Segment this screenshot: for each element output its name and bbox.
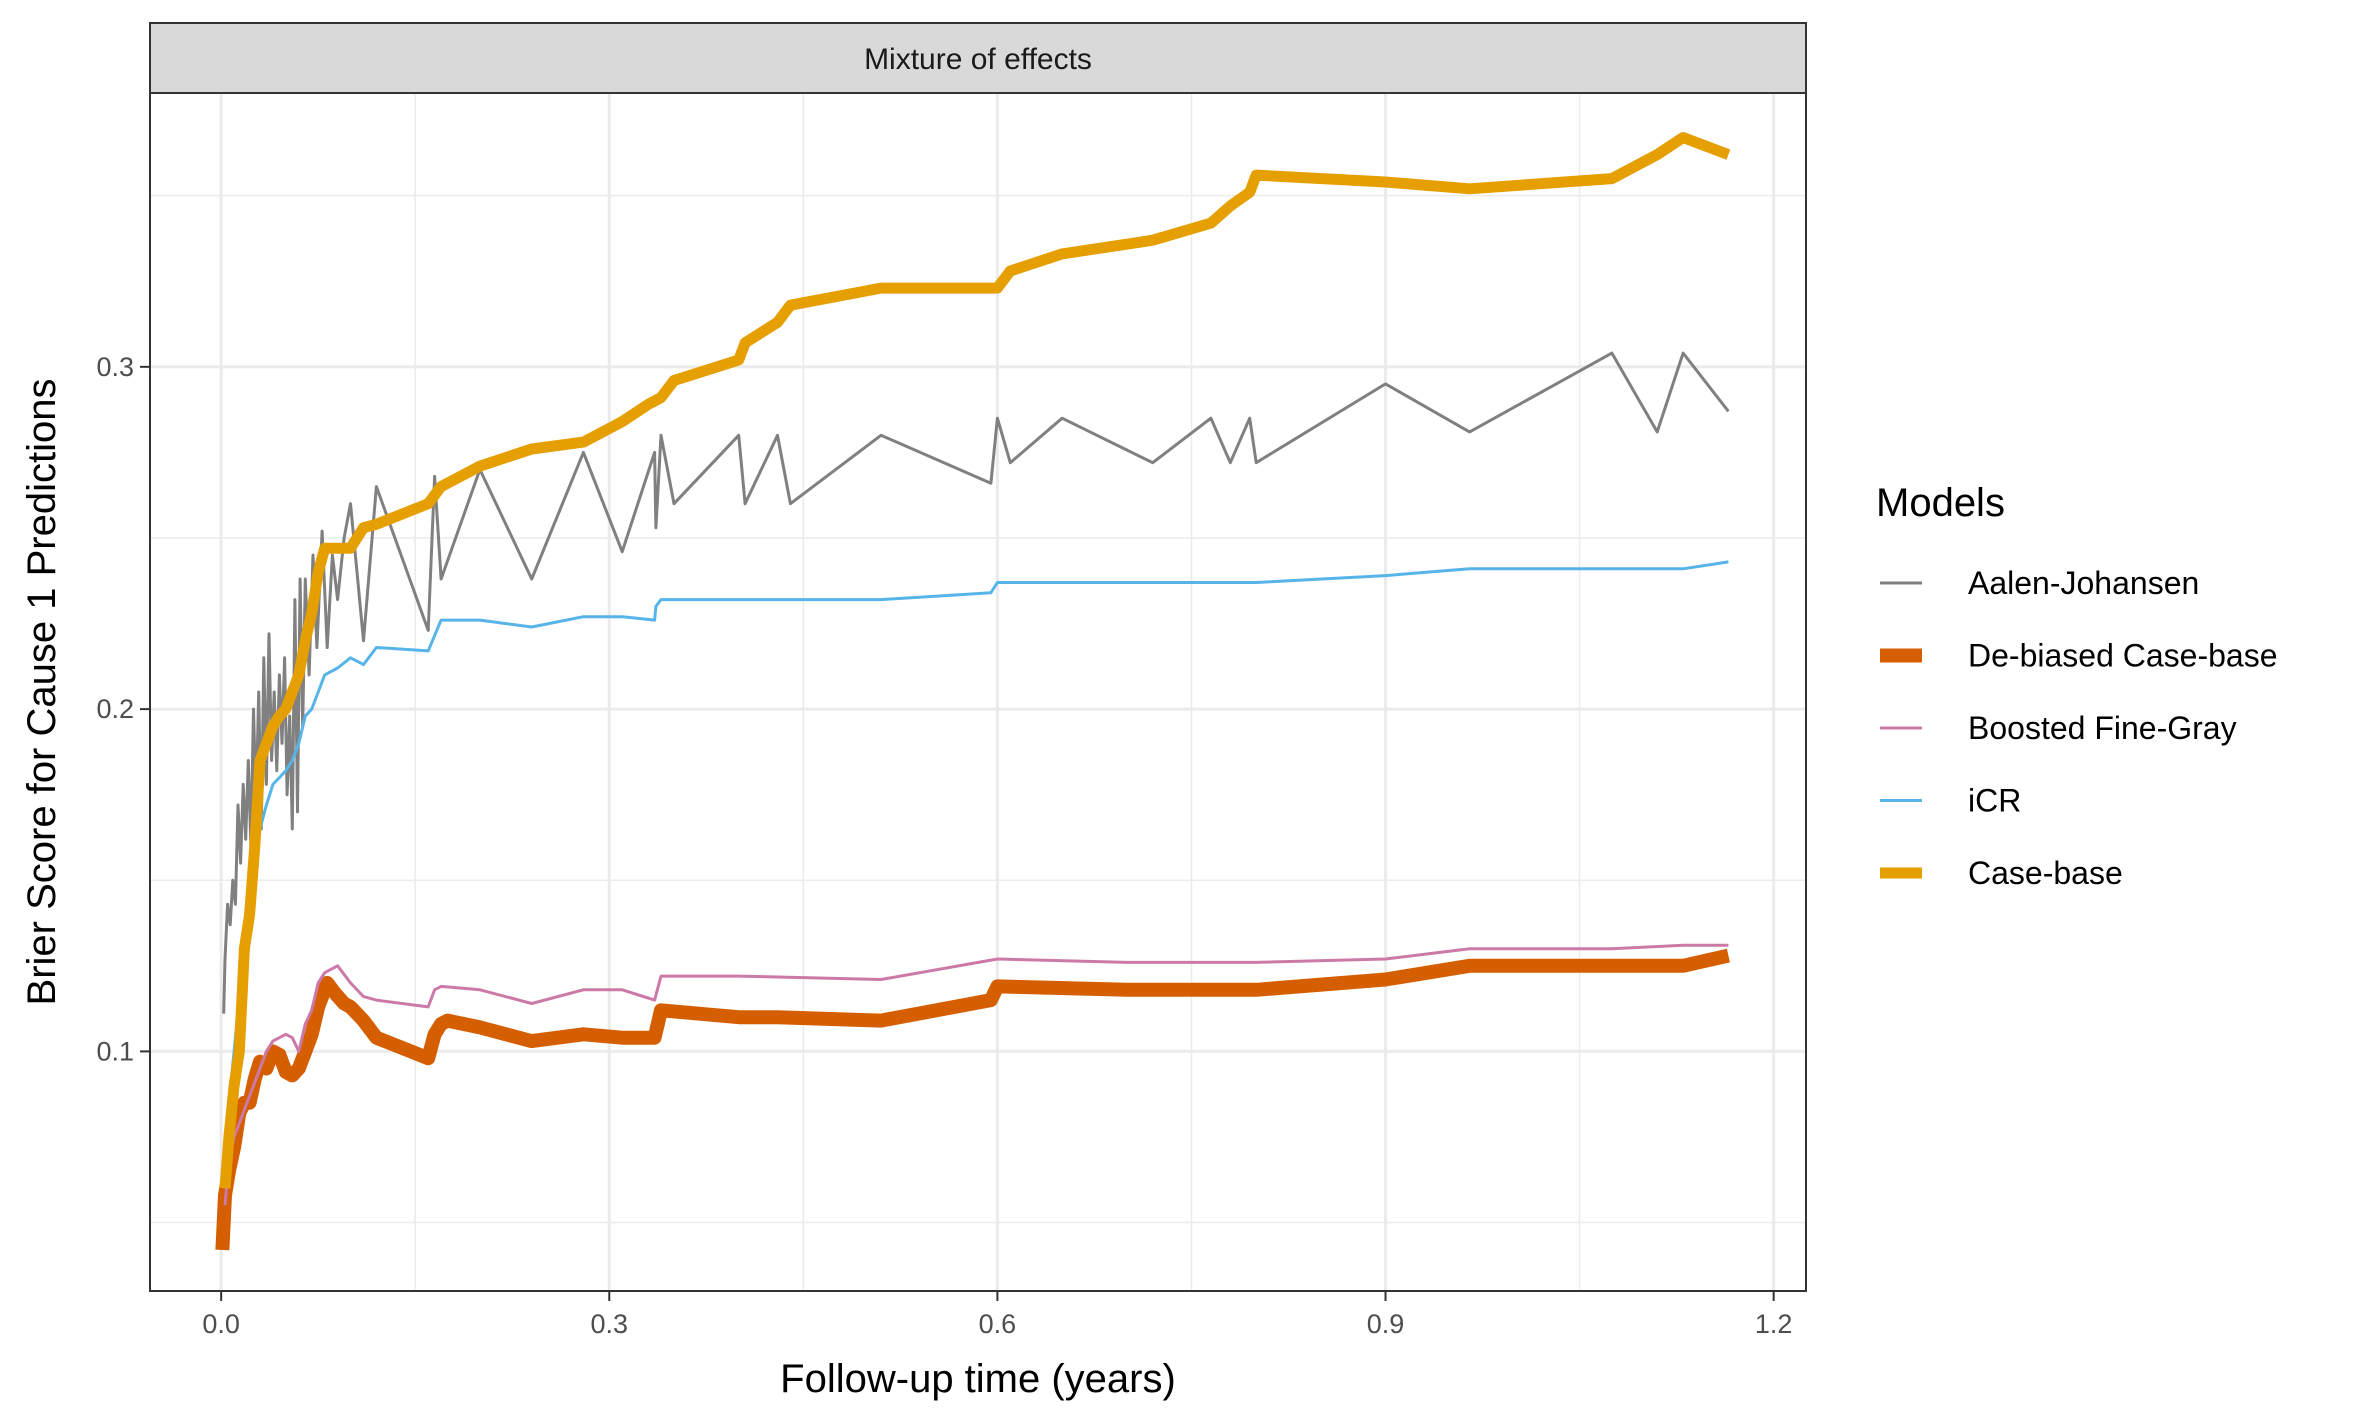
legend-items: Aalen-Johansen De-biased Case-base Boosted… [1880,565,2278,891]
series-line-de-biased-case-base [215,948,1730,1251]
y-axis: 0.1 0.2 0.3 [96,352,150,1066]
legend: Models Aalen-Johansen De-biased Case-base… [1876,481,2278,891]
x-tick-label: 1.2 [1755,1309,1793,1339]
x-axis: 0.0 0.3 0.6 0.9 1.2 [202,1291,1792,1339]
x-tick-label: 0.0 [202,1309,240,1339]
y-axis-title: Brier Score for Cause 1 Predictions [20,379,64,1006]
series-line-boosted-fine-gray [223,943,1729,1206]
series-line-icr [223,560,1729,1172]
x-tick-label: 0.6 [979,1309,1017,1339]
y-tick-label: 0.2 [96,694,134,724]
legend-title: Models [1876,481,2005,525]
plot-panel [149,92,1807,1292]
facet-strip: Mixture of effects [149,22,1807,94]
legend-label-boosted-fine-gray: Boosted Fine-Gray [1968,710,2237,746]
legend-label-de-biased-case-base: De-biased Case-base [1968,638,2278,674]
x-tick-label: 0.9 [1367,1309,1405,1339]
y-tick-label: 0.3 [96,352,134,382]
x-axis-title: Follow-up time (years) [780,1357,1176,1401]
panel-border [149,92,1807,1292]
legend-label-aalen-johansen: Aalen-Johansen [1968,565,2199,601]
series-line-aalen-johansen [222,351,1730,1014]
facet-title: Mixture of effects [864,43,1092,76]
grid-minor [150,93,1806,1291]
facet-strip-box [149,22,1807,94]
legend-label-icr: iCR [1968,783,2021,819]
series-layer [215,132,1731,1251]
series-line-case-base [219,132,1731,1189]
legend-label-case-base: Case-base [1968,855,2123,891]
x-tick-label: 0.3 [591,1309,629,1339]
y-tick-label: 0.1 [96,1036,134,1066]
